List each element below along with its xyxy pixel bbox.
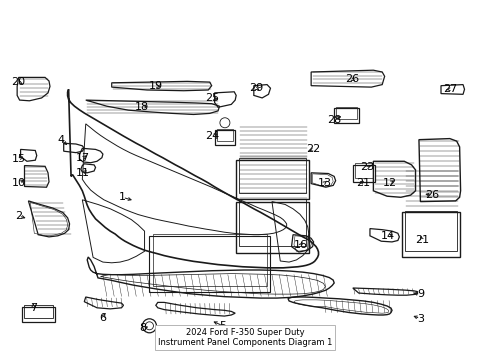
Bar (336, 107, 357, 119)
Text: 22: 22 (306, 144, 321, 154)
Text: 12: 12 (383, 178, 396, 188)
Bar (149, 236, 270, 292)
Text: 17: 17 (76, 153, 90, 163)
Text: 21: 21 (357, 178, 370, 188)
Bar (355, 163, 373, 178)
Bar (334, 108, 359, 123)
Text: 9: 9 (417, 289, 424, 300)
Bar (353, 165, 375, 182)
Text: 4: 4 (57, 135, 64, 145)
Bar (405, 211, 457, 251)
Text: 24: 24 (205, 131, 220, 141)
Text: 5: 5 (220, 321, 226, 331)
Bar (236, 160, 309, 199)
Text: 20: 20 (12, 77, 25, 87)
Bar (22, 307, 55, 322)
Text: 8: 8 (140, 323, 147, 333)
Text: 2024 Ford F-350 Super Duty
Instrument Panel Components Diagram 1: 2024 Ford F-350 Super Duty Instrument Pa… (158, 328, 332, 347)
Text: 14: 14 (381, 231, 395, 241)
Text: 27: 27 (442, 84, 457, 94)
Text: 10: 10 (12, 178, 25, 188)
Text: 25: 25 (206, 93, 220, 103)
Text: 7: 7 (30, 303, 37, 313)
Text: 23: 23 (361, 162, 374, 172)
Bar (239, 199, 306, 246)
Bar (239, 158, 306, 193)
Bar (236, 202, 309, 253)
Bar (217, 129, 233, 141)
Bar (402, 212, 460, 257)
Text: 11: 11 (76, 168, 90, 178)
Text: 18: 18 (135, 102, 149, 112)
Text: 1: 1 (119, 192, 126, 202)
Text: 13: 13 (318, 178, 331, 188)
Text: 3: 3 (417, 314, 424, 324)
Text: 2: 2 (15, 211, 22, 221)
Text: 26: 26 (345, 74, 359, 84)
Text: 15: 15 (12, 154, 25, 164)
Text: 6: 6 (99, 312, 106, 323)
Text: 19: 19 (149, 81, 163, 91)
Text: 28: 28 (327, 114, 342, 125)
Text: 21: 21 (416, 235, 429, 246)
Bar (153, 234, 267, 286)
Text: 26: 26 (425, 190, 439, 200)
Text: 16: 16 (294, 240, 308, 250)
Bar (24, 305, 53, 318)
Bar (215, 130, 235, 145)
Text: 29: 29 (248, 83, 263, 93)
